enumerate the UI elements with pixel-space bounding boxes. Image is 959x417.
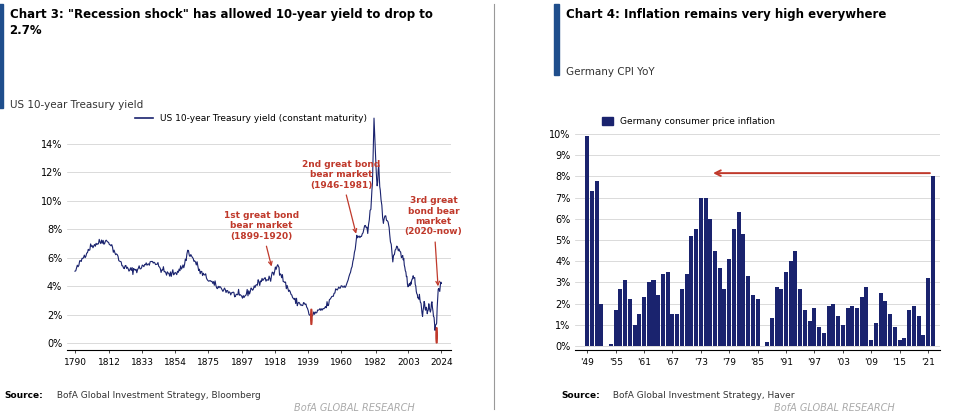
Bar [699,198,703,346]
Bar [690,236,693,346]
Bar [717,268,722,346]
Bar [609,344,613,346]
Bar [642,297,646,346]
Bar [859,297,864,346]
Bar [590,191,594,346]
Bar [902,337,906,346]
Bar [685,274,689,346]
Bar [666,272,669,346]
Bar [846,308,850,346]
Text: 3rd great
bond bear
market
(2020-now): 3rd great bond bear market (2020-now) [405,196,462,285]
Text: Source:: Source: [561,391,599,400]
Text: Chart 4: Inflation remains very high everywhere: Chart 4: Inflation remains very high eve… [566,8,886,21]
Bar [855,308,859,346]
Bar [831,304,835,346]
Bar [661,274,665,346]
Text: Source:: Source: [5,391,43,400]
Bar [722,289,727,346]
Bar [746,276,750,346]
Legend: Germany consumer price inflation: Germany consumer price inflation [598,113,779,129]
Bar [841,325,845,346]
Bar [585,136,589,346]
Bar [595,181,598,346]
Bar [780,289,784,346]
Text: BofA Global Investment Strategy, Haver: BofA Global Investment Strategy, Haver [610,391,794,400]
Bar [883,301,887,346]
Bar [694,229,698,346]
Bar [907,310,911,346]
Bar [737,212,740,346]
Bar [788,261,793,346]
Bar [633,325,637,346]
Bar [836,317,840,346]
Bar [851,306,854,346]
Bar [817,327,821,346]
Bar [898,340,901,346]
Text: Germany CPI YoY: Germany CPI YoY [566,67,654,77]
Bar [646,282,651,346]
Text: US 10-year Treasury yield: US 10-year Treasury yield [10,100,143,110]
Bar [874,323,877,346]
Text: Chart 3: "Recession shock" has allowed 10-year yield to drop to
2.7%: Chart 3: "Recession shock" has allowed 1… [10,8,433,38]
Bar [888,314,892,346]
Bar [680,289,684,346]
Bar [798,289,803,346]
Bar [599,304,603,346]
Bar [623,280,627,346]
Bar [812,308,816,346]
Bar [651,280,656,346]
Bar [670,314,674,346]
Text: BofA GLOBAL RESEARCH: BofA GLOBAL RESEARCH [294,403,415,413]
Legend: US 10-year Treasury yield (constant maturity): US 10-year Treasury yield (constant matu… [131,111,371,127]
Bar [893,327,897,346]
Bar [864,286,869,346]
Bar [803,310,807,346]
Bar [751,295,755,346]
Text: BofA Global Investment Strategy, Bloomberg: BofA Global Investment Strategy, Bloombe… [54,391,261,400]
Text: BofA GLOBAL RESEARCH: BofA GLOBAL RESEARCH [774,403,895,413]
Bar [912,306,916,346]
Bar [741,234,745,346]
Bar [807,321,811,346]
Bar [765,342,769,346]
Bar [628,299,632,346]
Bar [770,319,774,346]
Bar [619,289,622,346]
Bar [878,293,882,346]
Bar [675,314,679,346]
Bar [922,335,925,346]
Bar [784,272,788,346]
Bar [656,295,660,346]
Bar [638,314,642,346]
Bar [793,251,798,346]
Text: 2nd great bond
bear market
(1946-1981): 2nd great bond bear market (1946-1981) [302,160,381,232]
Bar [827,306,830,346]
Bar [614,310,618,346]
Bar [704,198,708,346]
Bar [709,219,713,346]
Bar [756,299,760,346]
Bar [732,229,736,346]
Bar [727,259,731,346]
Bar [869,340,874,346]
Bar [930,176,935,346]
Bar [822,333,826,346]
Bar [713,251,717,346]
Bar [775,286,779,346]
Bar [917,317,921,346]
Text: 1st great bond
bear market
(1899-1920): 1st great bond bear market (1899-1920) [223,211,299,265]
Bar [926,278,930,346]
